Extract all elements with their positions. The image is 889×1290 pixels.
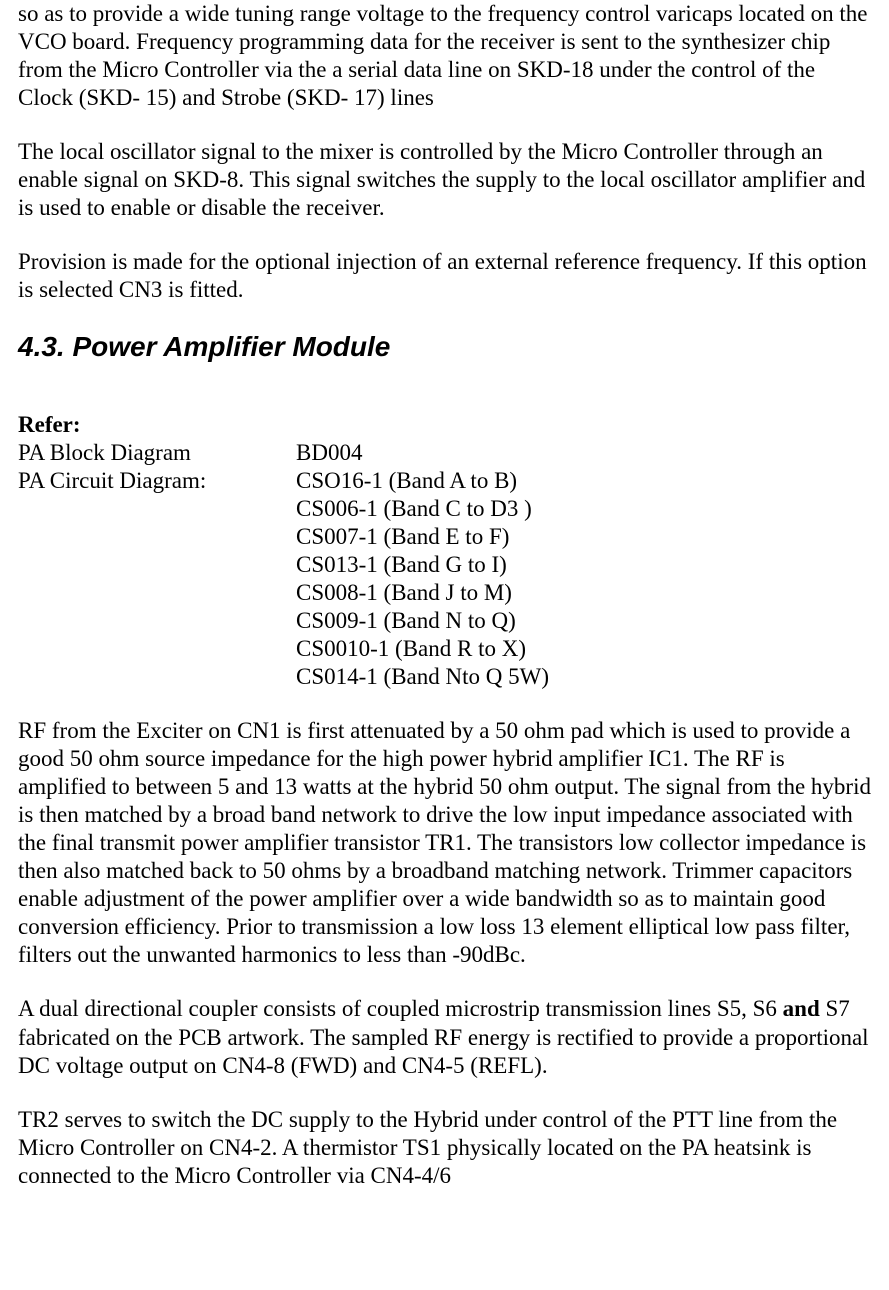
text-run: A dual directional coupler consists of c…: [18, 996, 783, 1021]
refer-col-value: CSO16-1 (Band A to B): [296, 467, 871, 495]
refer-row: CS014-1 (Band Nto Q 5W): [18, 663, 871, 691]
refer-col-name: PA Block Diagram: [18, 439, 296, 467]
refer-row: PA Circuit Diagram: CSO16-1 (Band A to B…: [18, 467, 871, 495]
refer-row: CS009-1 (Band N to Q): [18, 607, 871, 635]
paragraph: TR2 serves to switch the DC supply to th…: [18, 1106, 871, 1190]
refer-col-value: CS008-1 (Band J to M): [296, 579, 871, 607]
paragraph: so as to provide a wide tuning range vol…: [18, 0, 871, 112]
refer-col-name: [18, 495, 296, 523]
section-heading: 4.3. Power Amplifier Module: [18, 330, 871, 364]
refer-col-name: [18, 663, 296, 691]
refer-table: PA Block Diagram BD004 PA Circuit Diagra…: [18, 439, 871, 691]
refer-col-name: PA Circuit Diagram:: [18, 467, 296, 495]
refer-row: PA Block Diagram BD004: [18, 439, 871, 467]
refer-col-value: CS006-1 (Band C to D3 ): [296, 495, 871, 523]
paragraph: A dual directional coupler consists of c…: [18, 995, 871, 1079]
refer-col-name: [18, 635, 296, 663]
paragraph: Provision is made for the optional injec…: [18, 248, 871, 304]
refer-row: CS007-1 (Band E to F): [18, 523, 871, 551]
refer-row: CS0010-1 (Band R to X): [18, 635, 871, 663]
refer-col-value: CS0010-1 (Band R to X): [296, 635, 871, 663]
paragraph: RF from the Exciter on CN1 is first atte…: [18, 717, 871, 969]
refer-row: CS013-1 (Band G to I): [18, 551, 871, 579]
refer-col-value: CS013-1 (Band G to I): [296, 551, 871, 579]
refer-col-value: CS007-1 (Band E to F): [296, 523, 871, 551]
refer-col-name: [18, 579, 296, 607]
refer-row: CS006-1 (Band C to D3 ): [18, 495, 871, 523]
refer-row: CS008-1 (Band J to M): [18, 579, 871, 607]
refer-col-value: BD004: [296, 439, 871, 467]
refer-col-value: CS014-1 (Band Nto Q 5W): [296, 663, 871, 691]
document-page: so as to provide a wide tuning range vol…: [0, 0, 889, 1230]
refer-label: Refer:: [18, 411, 871, 439]
refer-col-value: CS009-1 (Band N to Q): [296, 607, 871, 635]
refer-col-name: [18, 523, 296, 551]
text-run-bold: and: [783, 996, 820, 1021]
paragraph: The local oscillator signal to the mixer…: [18, 138, 871, 222]
refer-col-name: [18, 607, 296, 635]
refer-col-name: [18, 551, 296, 579]
